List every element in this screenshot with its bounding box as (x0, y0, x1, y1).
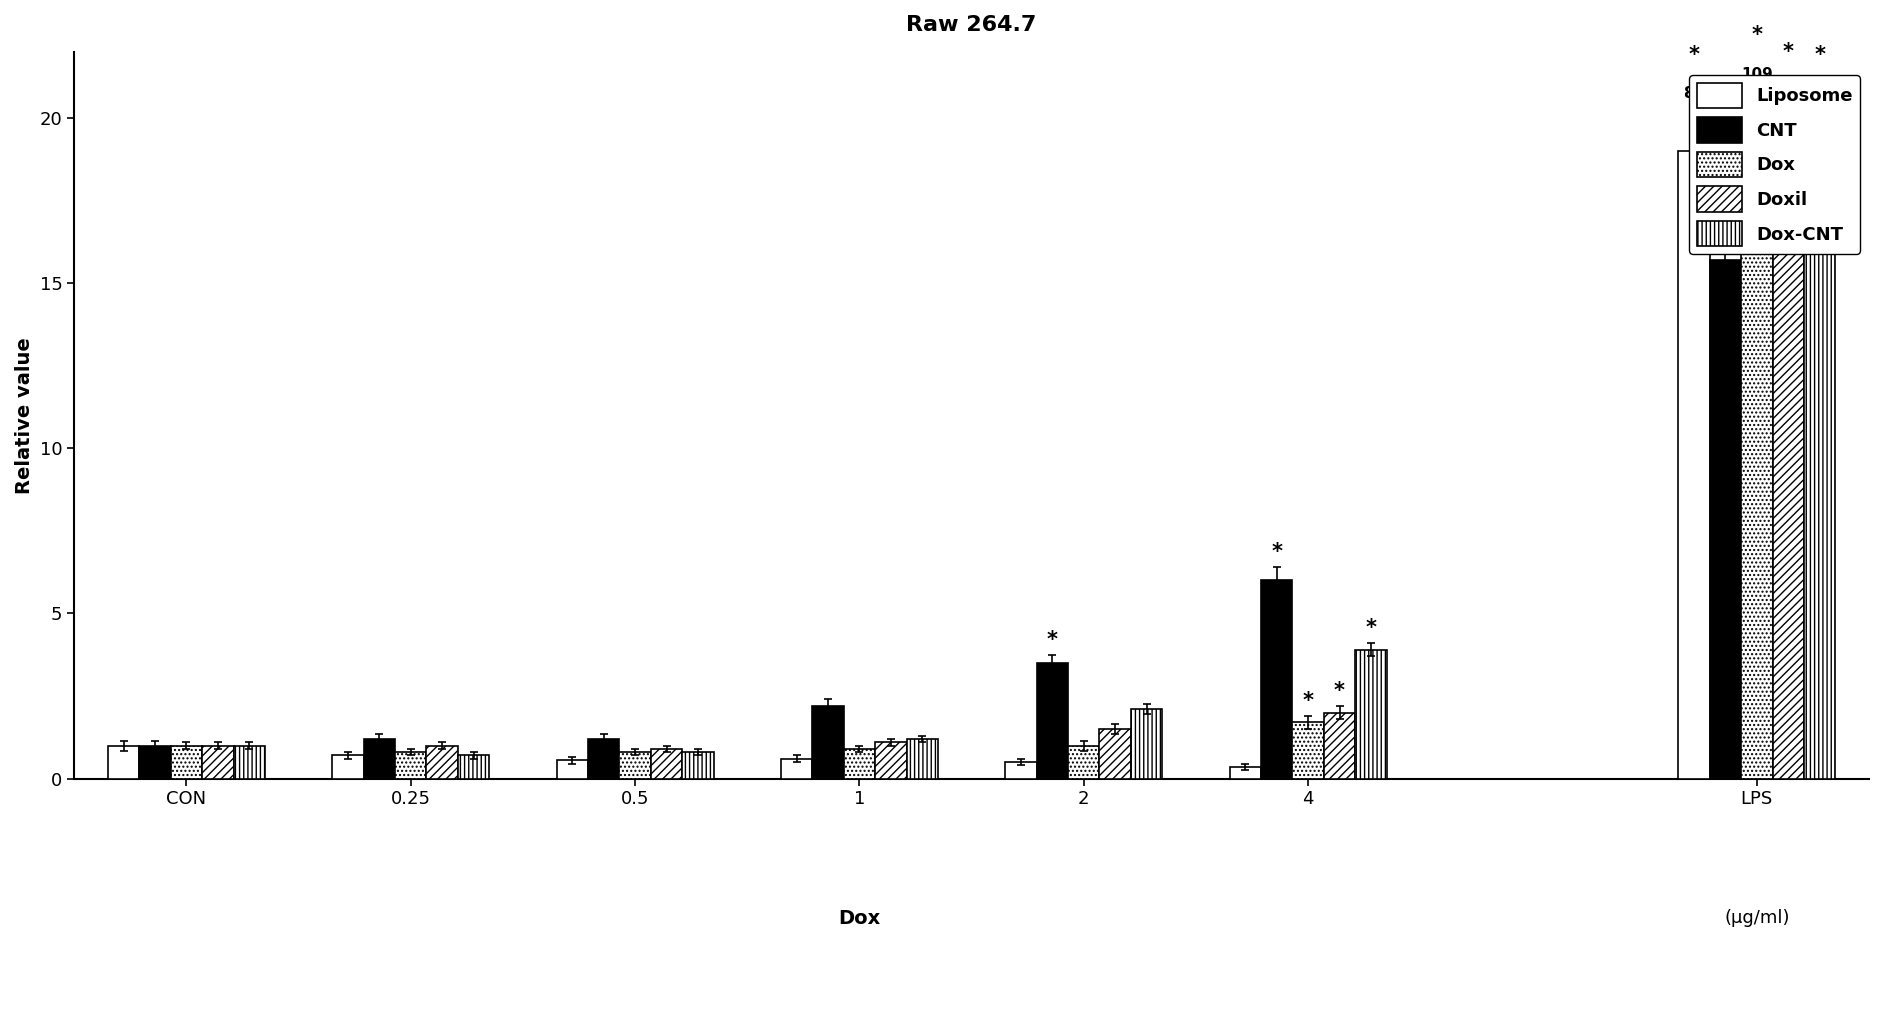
Bar (876, 742, 906, 779)
Bar (782, 758, 812, 779)
Text: *: * (1334, 681, 1345, 701)
Text: (μg/ml): (μg/ml) (1724, 910, 1790, 928)
Text: 81: 81 (1809, 86, 1829, 101)
Text: 88: 88 (1684, 86, 1705, 101)
Bar (1100, 729, 1130, 779)
Bar (556, 760, 588, 779)
Bar (1006, 763, 1036, 779)
Bar (171, 745, 202, 779)
Text: *: * (1048, 630, 1059, 650)
Text: Dox: Dox (838, 910, 880, 929)
Bar (139, 745, 171, 779)
Text: 95: 95 (1778, 83, 1799, 98)
Bar (682, 752, 714, 779)
Bar (1230, 767, 1260, 779)
Bar (364, 739, 396, 779)
Bar (458, 755, 490, 779)
Bar (1292, 722, 1324, 779)
Bar (1773, 148, 1805, 779)
Text: *: * (1688, 45, 1699, 65)
Bar (332, 755, 364, 779)
Bar (1805, 151, 1835, 779)
Bar (1036, 663, 1068, 779)
Text: 109: 109 (1741, 67, 1773, 81)
Legend: Liposome, CNT, Dox, Doxil, Dox-CNT: Liposome, CNT, Dox, Doxil, Dox-CNT (1690, 75, 1860, 254)
Text: *: * (1720, 112, 1731, 131)
Bar (650, 749, 682, 779)
Bar (906, 739, 938, 779)
Bar (812, 706, 844, 779)
Text: *: * (1814, 45, 1826, 65)
Bar (107, 745, 139, 779)
Bar (620, 752, 650, 779)
Text: *: * (1272, 542, 1283, 562)
Bar (1260, 580, 1292, 779)
Bar (1324, 713, 1355, 779)
Bar (234, 745, 266, 779)
Bar (1068, 745, 1100, 779)
Bar (1355, 650, 1387, 779)
Text: 79: 79 (1714, 152, 1735, 167)
Bar (844, 749, 876, 779)
Bar (588, 739, 620, 779)
Y-axis label: Relative value: Relative value (15, 337, 34, 494)
Bar (1709, 260, 1741, 779)
Bar (1741, 141, 1773, 779)
Bar (1679, 151, 1709, 779)
Text: *: * (1366, 619, 1377, 638)
Text: *: * (1752, 25, 1762, 46)
Bar (1130, 709, 1162, 779)
Text: *: * (1782, 42, 1794, 62)
Bar (202, 745, 234, 779)
Text: *: * (1302, 691, 1313, 711)
Bar (396, 752, 426, 779)
Bar (426, 745, 458, 779)
Title: Raw 264.7: Raw 264.7 (906, 15, 1036, 35)
